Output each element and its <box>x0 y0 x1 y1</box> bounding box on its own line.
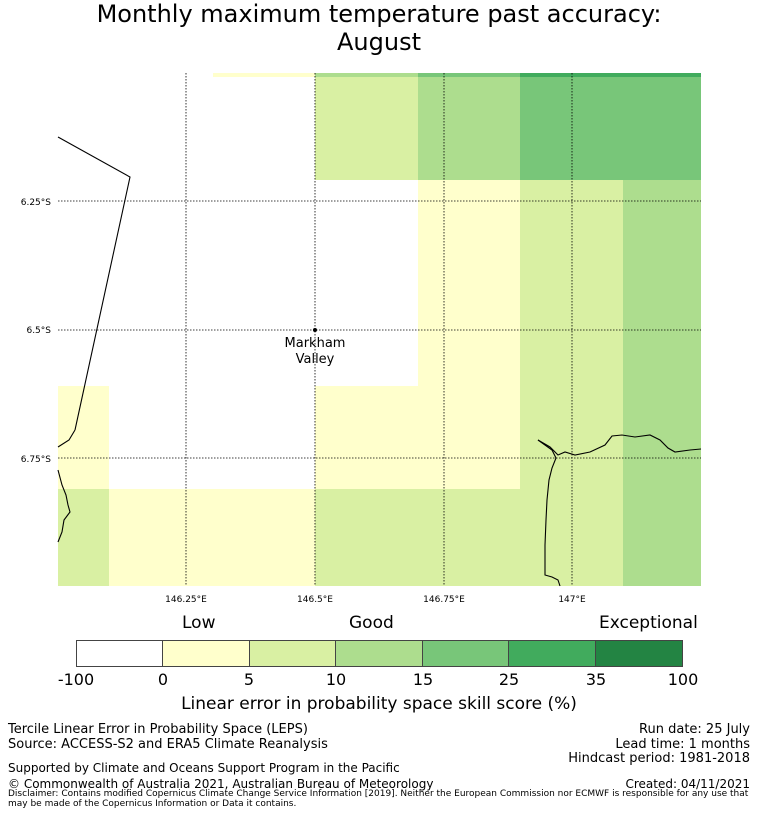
cell <box>213 73 315 77</box>
chart-title-line1: Monthly maximum temperature past accurac… <box>96 0 662 28</box>
colorbar-swatch <box>163 641 250 666</box>
colorbar <box>76 640 683 667</box>
category-low: Low <box>182 613 216 633</box>
cell <box>623 386 701 489</box>
cell <box>520 73 701 77</box>
cell <box>109 386 315 489</box>
colorbar-swatch <box>509 641 596 666</box>
cell <box>109 489 315 586</box>
tick-label: 25 <box>498 670 520 689</box>
tick-label: 35 <box>585 670 607 689</box>
border-line <box>57 136 131 431</box>
cell <box>315 77 418 180</box>
tick-label: 0 <box>157 670 169 689</box>
cell <box>213 77 315 386</box>
lon-label-146-75: 146.75°E <box>423 595 465 605</box>
skill-grid-cells <box>58 73 701 586</box>
lat-label-6-25: 6.25°S <box>21 198 52 208</box>
tick-label: 5 <box>243 670 255 689</box>
tick-label: 100 <box>667 670 699 689</box>
cell <box>623 489 701 586</box>
cell <box>315 73 418 77</box>
coastline-east <box>537 439 561 587</box>
cell <box>520 386 623 489</box>
colorbar-swatch <box>422 641 510 666</box>
place-name-line1: Markham <box>285 336 346 351</box>
colorbar-swatch <box>336 641 423 666</box>
lon-label-146-5: 146.5°E <box>297 595 333 605</box>
footer-method: Tercile Linear Error in Probability Spac… <box>8 722 308 737</box>
coastline-gulf <box>537 434 702 456</box>
lon-label-146-25: 146.25°E <box>165 595 207 605</box>
category-exceptional: Exceptional <box>599 613 698 633</box>
disclaimer: Disclaimer: Contains modified Copernicus… <box>8 789 749 809</box>
coastlines <box>57 136 702 587</box>
tick-label: 10 <box>325 670 347 689</box>
chart-title-line2: August <box>337 28 421 56</box>
cell <box>418 180 520 386</box>
cell <box>418 73 520 77</box>
lat-label-6-75: 6.75°S <box>21 455 52 465</box>
tick-label: 15 <box>412 670 434 689</box>
hindcast-period: Hindcast period: 1981-2018 <box>568 751 750 766</box>
lead-time: Lead time: 1 months <box>615 737 750 752</box>
coastline-west-2 <box>57 469 71 543</box>
cell <box>520 180 623 386</box>
colorbar-swatch <box>595 641 682 666</box>
footer-source: Source: ACCESS-S2 and ERA5 Climate Reana… <box>8 737 328 752</box>
colorbar-swatch <box>77 641 164 666</box>
cell <box>58 73 213 386</box>
cell <box>315 386 520 489</box>
cell <box>418 77 520 180</box>
lon-label-147: 147°E <box>558 595 586 605</box>
skill-map: Markham Valley 6.25°S 6.5°S 6.75°S 146.2… <box>21 73 702 605</box>
created-date: Created: 04/11/2021 <box>625 777 750 791</box>
cell <box>520 77 701 180</box>
colorbar-xlabel: Linear error in probability space skill … <box>181 694 577 714</box>
cell <box>315 180 418 386</box>
markham-valley-marker <box>313 328 317 332</box>
tick-label: -100 <box>57 670 95 689</box>
footer-copyright: © Commonwealth of Australia 2021, Austra… <box>8 777 434 791</box>
cell <box>58 386 109 489</box>
category-good: Good <box>349 613 394 633</box>
colorbar-swatch <box>249 641 337 666</box>
cell <box>315 489 623 586</box>
place-name-line2: Valley <box>296 352 335 367</box>
footer-support: Supported by Climate and Oceans Support … <box>8 761 400 775</box>
run-date: Run date: 25 July <box>639 722 750 737</box>
lat-label-6-5: 6.5°S <box>26 326 51 336</box>
cell <box>58 489 109 586</box>
cell <box>623 180 701 386</box>
coastline-west <box>57 429 76 448</box>
